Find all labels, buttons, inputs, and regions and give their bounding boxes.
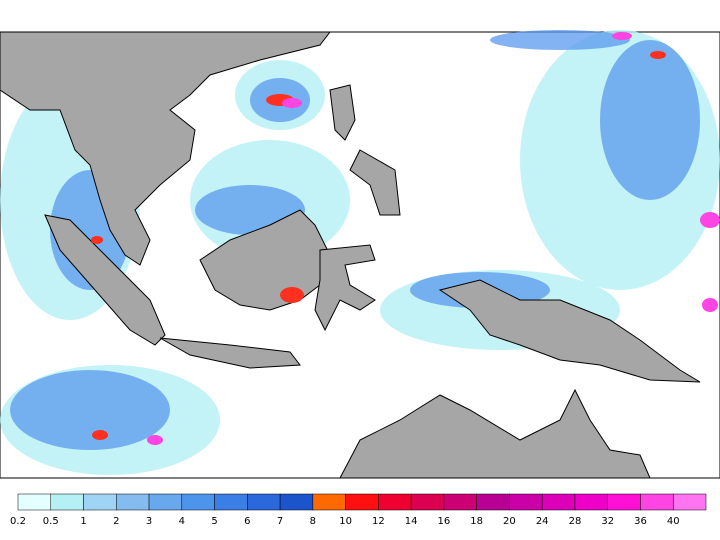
legend-label: 20 xyxy=(503,516,516,527)
legend-swatch xyxy=(541,493,576,511)
legend-swatch xyxy=(312,493,346,511)
legend-label: 36 xyxy=(634,516,647,527)
legend-swatch xyxy=(247,493,281,511)
legend-swatch xyxy=(83,493,117,511)
legend-label: 28 xyxy=(569,516,582,527)
legend-label: 0.2 xyxy=(10,516,26,527)
legend-swatch xyxy=(672,493,707,511)
legend-label: 40 xyxy=(667,516,680,527)
legend-swatch xyxy=(50,493,84,511)
legend-swatch xyxy=(443,493,477,511)
legend-swatch xyxy=(410,493,445,511)
legend-swatch xyxy=(345,493,379,511)
map xyxy=(0,30,720,479)
legend-label: 18 xyxy=(470,516,483,527)
legend-label: 5 xyxy=(211,516,217,527)
legend-label: 1 xyxy=(80,516,86,527)
legend-label: 12 xyxy=(372,516,385,527)
rain-heavy xyxy=(91,32,720,445)
legend-label: 16 xyxy=(438,516,451,527)
legend-swatch xyxy=(17,493,52,511)
legend-swatch xyxy=(607,493,641,511)
color-legend: 0.2 0.5 1 2 3 4 5 6 7 8 10 12 14 16 18 20 24 28 32 36 40 xyxy=(10,493,707,527)
legend-label: 10 xyxy=(339,516,352,527)
legend-swatch xyxy=(214,493,248,511)
legend-label: 2 xyxy=(113,516,119,527)
legend-label: 8 xyxy=(310,516,316,527)
legend-swatch xyxy=(116,493,150,511)
legend-label: 7 xyxy=(277,516,283,527)
legend-label: 32 xyxy=(601,516,614,527)
legend-swatch xyxy=(640,493,674,511)
legend-label: 14 xyxy=(405,516,418,527)
legend-swatch xyxy=(476,493,510,511)
legend-swatch xyxy=(574,493,608,511)
legend-swatch xyxy=(148,493,183,511)
legend-swatch xyxy=(181,493,215,511)
legend-label: 4 xyxy=(179,516,185,527)
legend-label: 6 xyxy=(244,516,250,527)
legend-label: 3 xyxy=(146,516,152,527)
legend-label: 24 xyxy=(536,516,549,527)
legend-label: 0.5 xyxy=(43,516,59,527)
legend-swatch xyxy=(509,493,543,511)
land xyxy=(0,31,701,479)
legend-swatch xyxy=(378,493,412,511)
legend-swatch xyxy=(279,493,314,511)
